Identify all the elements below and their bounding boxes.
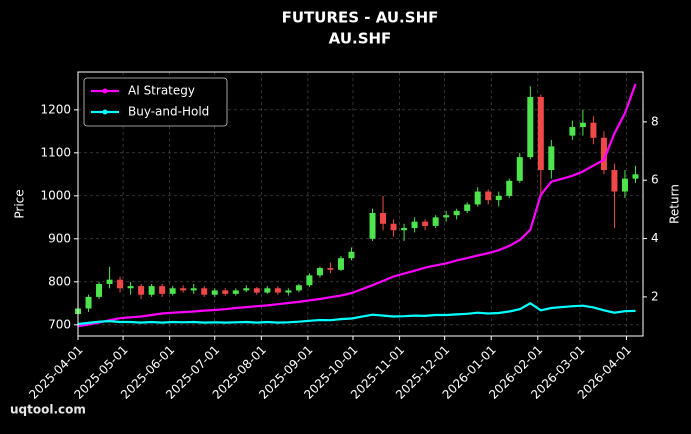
candle-body <box>464 204 471 211</box>
candle-body <box>485 191 492 201</box>
y2-tick-label: 2 <box>651 289 659 303</box>
candle-body <box>632 174 639 179</box>
candle-body <box>611 170 618 192</box>
candle-body <box>380 213 387 224</box>
candle-body <box>85 296 92 309</box>
candle-body <box>579 122 586 128</box>
candle-body <box>390 223 397 231</box>
y-tick-label: 1000 <box>40 188 71 202</box>
candle-body <box>495 195 502 201</box>
candle-body <box>422 221 429 226</box>
candle-body <box>621 178 628 192</box>
candle-body <box>180 288 187 291</box>
y2-tick-label: 6 <box>651 173 659 187</box>
candle-body <box>138 286 145 295</box>
candle-body <box>474 191 481 205</box>
candle-body <box>285 290 292 293</box>
candle-body <box>411 221 418 229</box>
y-tick-label: 700 <box>48 317 71 331</box>
y-tick-label: 900 <box>48 231 71 245</box>
line-series <box>77 83 637 328</box>
legend-label: AI Strategy <box>128 84 195 98</box>
y-axis-label: Price <box>13 189 27 218</box>
candle-body <box>159 286 166 294</box>
y2-tick-label: 8 <box>651 114 659 128</box>
legend-marker <box>102 109 108 115</box>
y-tick-label: 1100 <box>40 145 71 159</box>
candle-body <box>253 288 260 293</box>
line-series <box>77 302 636 326</box>
plot-frame <box>77 71 644 337</box>
watermark: uqtool.com <box>10 403 86 417</box>
candle-body <box>600 137 607 171</box>
candle-body <box>117 279 124 289</box>
candle-body <box>211 290 218 295</box>
candle-body <box>222 290 229 294</box>
candle-body <box>548 146 555 171</box>
candle-body <box>348 251 355 259</box>
candle-body <box>96 283 103 297</box>
candle-body <box>201 288 208 295</box>
chart-subtitle: AU.SHF <box>329 30 392 48</box>
y-tick-label: 800 <box>48 274 71 288</box>
candle-body <box>432 217 439 226</box>
legend-label: Buy-and-Hold <box>128 105 209 119</box>
candle-body <box>443 215 450 218</box>
candle-body <box>106 279 113 284</box>
candle-body <box>369 213 376 239</box>
y2-tick-label: 4 <box>651 231 659 245</box>
candle-body <box>327 268 334 270</box>
candle-body <box>316 268 323 276</box>
candle-body <box>337 258 344 270</box>
candle-body <box>506 180 513 196</box>
candle-body <box>127 286 134 289</box>
candle-body <box>190 288 197 291</box>
candle-body <box>527 96 534 158</box>
candle-body <box>232 290 239 294</box>
candle-body <box>243 288 250 291</box>
legend-box <box>83 77 228 127</box>
candle-body <box>453 210 460 216</box>
y-tick-label: 1200 <box>40 102 71 116</box>
legend-marker <box>102 88 108 94</box>
candle-body <box>401 228 408 231</box>
candle-body <box>295 285 302 291</box>
candle-body <box>590 122 597 138</box>
chart-title: FUTURES - AU.SHF <box>282 9 439 27</box>
candle-body <box>169 288 176 294</box>
candle-body <box>148 286 155 295</box>
candle-body <box>516 157 523 181</box>
candle-body <box>264 288 271 293</box>
candle-body <box>306 275 313 286</box>
candle-body <box>537 96 544 171</box>
candle-body <box>569 127 576 136</box>
candle-body <box>274 288 281 293</box>
y2-axis-label: Return <box>668 184 682 224</box>
